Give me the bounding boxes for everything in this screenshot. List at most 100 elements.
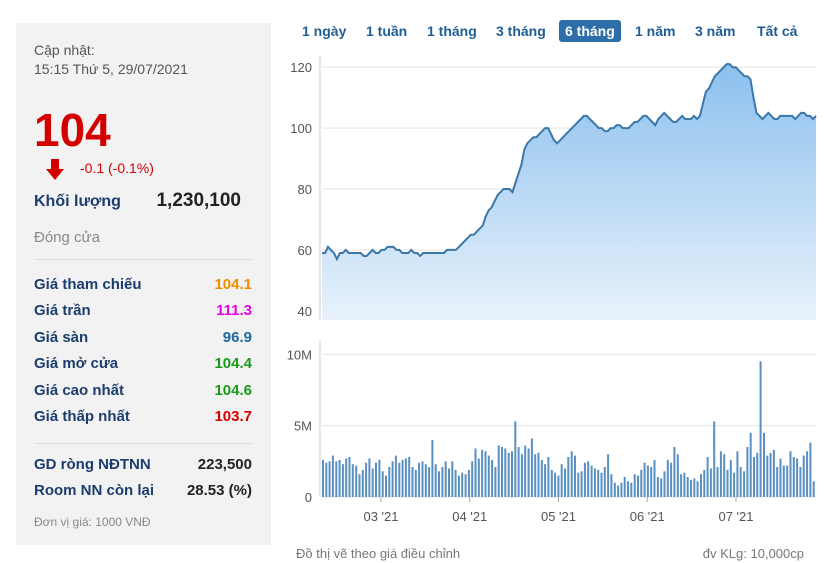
price-y-tick-label: 100 (290, 121, 312, 136)
volume-bar (544, 464, 547, 497)
volume-bar (438, 471, 440, 497)
volume-bar (809, 442, 812, 497)
volume-bar (341, 464, 344, 497)
stat-value: 103.7 (214, 408, 252, 425)
tab-all[interactable]: Tất cả (757, 23, 798, 39)
volume-bar (331, 455, 334, 497)
volume-bar (673, 447, 676, 497)
volume-y-tick-label: 5M (294, 419, 312, 434)
volume-bar (650, 467, 653, 497)
volume-bar (607, 454, 610, 497)
volume-bar (428, 467, 431, 497)
volume-bar (418, 462, 421, 497)
volume-bar (623, 477, 626, 497)
price-y-tick-label: 40 (298, 304, 312, 319)
current-price: 104 (34, 104, 111, 156)
volume-bar (766, 455, 769, 497)
volume-bar (603, 467, 606, 497)
price-y-ticks: 40 60 80 100 120 (290, 60, 312, 319)
volume-bar (759, 361, 762, 497)
volume-bar (716, 467, 719, 497)
tab-3-years[interactable]: 3 năm (695, 23, 736, 39)
volume-bar (627, 481, 629, 497)
volume-bar (540, 459, 543, 497)
tab-1-day[interactable]: 1 ngày (302, 23, 347, 39)
volume-bar (464, 474, 467, 497)
volume-bar (394, 455, 397, 497)
volume-bar (600, 472, 603, 497)
volume-bar (550, 469, 553, 497)
volume-bar (504, 448, 507, 497)
volume-bar (348, 457, 351, 497)
volume-bar (421, 461, 424, 497)
quote-panel: Cập nhật: 15:15 Thứ 5, 29/07/2021 104 -0… (16, 23, 271, 545)
stat-label: Giá thấp nhất (34, 408, 130, 425)
stat-ceiling: Giá trần 111.3 (34, 302, 252, 324)
x-tick-label: 06 '21 (630, 509, 665, 524)
volume-bar (335, 461, 338, 497)
volume-bar (776, 467, 779, 497)
stat-reference: Giá tham chiếu 104.1 (34, 276, 252, 298)
update-label: Cập nhật: (34, 42, 95, 58)
volume-bar (351, 464, 354, 497)
volume-bar (322, 459, 324, 497)
volume-bar (574, 455, 576, 497)
volume-bar (580, 471, 583, 497)
volume-bar (454, 469, 457, 497)
volume-bar (365, 462, 368, 497)
tab-1-month[interactable]: 1 tháng (427, 23, 477, 39)
volume-bar (696, 481, 699, 497)
volume-bar (414, 469, 417, 497)
stat-label: Giá sàn (34, 329, 89, 346)
price-y-tick-label: 120 (290, 60, 312, 75)
footer-volume-unit: đv KLg: 10,000cp (702, 546, 804, 561)
volume-bar (345, 458, 348, 497)
divider (34, 259, 252, 260)
down-arrow-icon (46, 159, 64, 180)
volume-bar (497, 445, 500, 497)
volume-bar (511, 451, 513, 497)
volume-bar (646, 465, 649, 497)
foreign-label: GD ròng NĐTNN (34, 456, 151, 473)
volume-bar (620, 482, 623, 497)
volume-bar (660, 478, 663, 497)
x-tick-label: 05 '21 (541, 509, 576, 524)
tab-1-year[interactable]: 1 năm (635, 23, 676, 39)
volume-bar (739, 467, 742, 497)
x-tick-label: 07 '21 (718, 509, 753, 524)
volume-bar (693, 478, 696, 497)
stat-low: Giá thấp nhất 103.7 (34, 408, 252, 430)
volume-bar (587, 461, 590, 497)
volume-bar (514, 421, 517, 497)
volume-bar (564, 468, 566, 497)
volume-bar (501, 447, 503, 497)
tab-1-week[interactable]: 1 tuần (366, 23, 408, 39)
volume-bar (792, 457, 795, 497)
volume-bar (709, 468, 712, 497)
volume-bar (570, 451, 573, 497)
volume-bar (527, 448, 530, 497)
volume-bar (719, 451, 722, 497)
volume-bar (753, 457, 755, 497)
volume-bar (547, 457, 550, 497)
volume-bar (520, 454, 523, 497)
volume-bar (583, 462, 586, 497)
volume-bar (530, 438, 533, 497)
volume-bar (729, 459, 732, 497)
tab-6-months[interactable]: 6 tháng (559, 20, 621, 42)
volume-bar (593, 468, 596, 497)
stat-value: 104.1 (214, 276, 252, 293)
volume-bar (451, 461, 454, 497)
volume-bar (467, 469, 470, 497)
footer-adjusted-note: Đồ thị vẽ theo giá điều chỉnh (296, 546, 461, 561)
volume-bar (812, 481, 815, 497)
volume-bar (375, 462, 377, 497)
volume-bar (806, 451, 809, 497)
volume-value: 1,230,100 (156, 190, 241, 211)
tab-3-months[interactable]: 3 tháng (496, 23, 546, 39)
volume-bar (782, 465, 785, 497)
volume-bar (381, 471, 384, 497)
volume-bar (355, 465, 358, 497)
volume-bar (779, 458, 782, 497)
